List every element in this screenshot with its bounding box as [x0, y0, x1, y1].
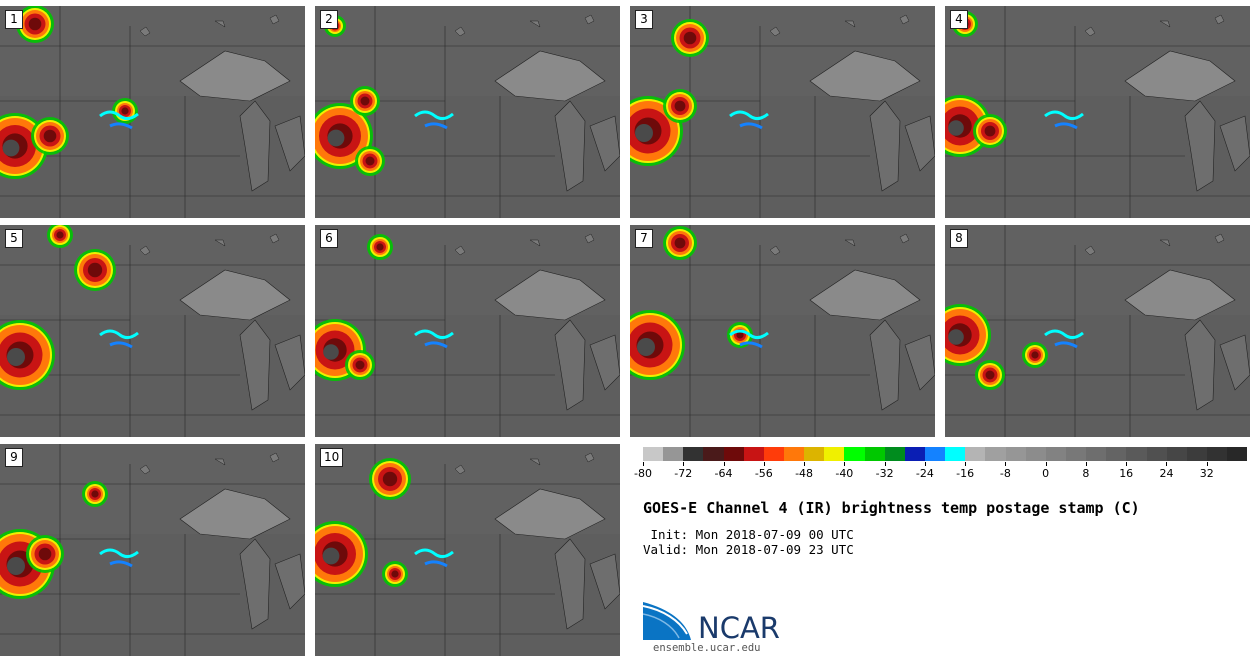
colorbar-tick-label: -80	[634, 467, 652, 480]
colorbar-tick-mark	[844, 462, 846, 466]
panel-number-label: 5	[5, 229, 23, 248]
colorbar-segment	[663, 447, 684, 461]
colorbar-tick-label: -72	[674, 467, 693, 480]
colorbar-segment	[703, 447, 724, 461]
colorbar-tick-label: 16	[1119, 467, 1134, 480]
temperature-colorbar	[643, 447, 1248, 461]
map-panel-9: 9	[0, 444, 305, 656]
colorbar-tick-mark	[1005, 462, 1007, 466]
colorbar-segment	[1166, 447, 1187, 461]
colorbar-segment	[844, 447, 865, 461]
colorbar-segment	[683, 447, 704, 461]
colorbar-segment	[1146, 447, 1167, 461]
ensemble-url: ensemble.ucar.edu	[653, 642, 761, 654]
valid-time: Valid: Mon 2018-07-09 23 UTC	[643, 542, 854, 557]
panel-number-label: 2	[320, 10, 338, 29]
colorbar-tick-label: 8	[1082, 467, 1090, 480]
colorbar-segment	[824, 447, 845, 461]
colorbar-segment	[965, 447, 986, 461]
colorbar-tick-mark	[1045, 462, 1047, 466]
panel-number-label: 8	[950, 229, 968, 248]
colorbar-segment	[864, 447, 885, 461]
colorbar-tick-mark	[723, 462, 725, 466]
colorbar-tick-label: -56	[754, 467, 773, 480]
colorbar-segment	[1045, 447, 1066, 461]
colorbar-tick-mark	[1166, 462, 1168, 466]
colorbar-tick-label: -24	[915, 467, 934, 480]
colorbar-tick-mark	[1085, 462, 1087, 466]
colorbar-tick-label: -8	[999, 467, 1011, 480]
colorbar-tick-mark	[763, 462, 765, 466]
colorbar-segment	[1227, 447, 1248, 461]
map-panel-3: 3	[630, 6, 935, 218]
panel-number-label: 10	[320, 448, 344, 467]
figure-title: GOES-E Channel 4 (IR) brightness temp po…	[643, 499, 1140, 517]
colorbar-tick-mark	[683, 462, 685, 466]
map-panel-7: 7	[630, 225, 935, 437]
colorbar-ticks: -80 -72 -64 -56 -48 -40 -32 -24 -16 -8 0 8 16 24 32	[634, 462, 1247, 482]
colorbar-tick-mark	[924, 462, 926, 466]
colorbar-segment	[1186, 447, 1207, 461]
colorbar-tick-mark	[965, 462, 967, 466]
colorbar-tick-label: -16	[956, 467, 975, 480]
colorbar-tick-label: 32	[1199, 467, 1214, 480]
colorbar-tick-label: -48	[795, 467, 814, 480]
colorbar-segment	[1086, 447, 1107, 461]
colorbar-tick-mark	[804, 462, 806, 466]
map-panel-6: 6	[315, 225, 620, 437]
colorbar-segment	[945, 447, 966, 461]
colorbar-segment	[1206, 447, 1228, 461]
colorbar-segment	[763, 447, 784, 461]
colorbar-segment	[1065, 447, 1087, 461]
colorbar-tick-mark	[1126, 462, 1128, 466]
panel-number-label: 4	[950, 10, 968, 29]
colorbar-segment	[1025, 447, 1046, 461]
colorbar-tick-mark	[884, 462, 886, 466]
map-panel-4: 4	[945, 6, 1250, 218]
ncar-logo-text: NCAR	[698, 611, 780, 645]
colorbar-segment	[723, 447, 744, 461]
colorbar-tick-label: -40	[835, 467, 854, 480]
colorbar-tick-label: 0	[1042, 467, 1050, 480]
colorbar-tick-label: -64	[714, 467, 733, 480]
map-panel-10: 10	[315, 444, 620, 656]
colorbar-segment	[783, 447, 805, 461]
colorbar-tick-label: -32	[875, 467, 894, 480]
colorbar-segment	[924, 447, 946, 461]
colorbar-segment	[804, 447, 825, 461]
colorbar-segment	[884, 447, 905, 461]
colorbar-tick-label: 24	[1159, 467, 1174, 480]
panel-number-label: 3	[635, 10, 653, 29]
panel-number-label: 6	[320, 229, 338, 248]
map-panel-1: 1	[0, 6, 305, 218]
map-panel-5: 5	[0, 225, 305, 437]
colorbar-segment	[1126, 447, 1147, 461]
panel-number-label: 9	[5, 448, 23, 467]
colorbar-tick-mark	[643, 462, 644, 466]
colorbar-segment	[985, 447, 1006, 461]
colorbar-segment	[1005, 447, 1026, 461]
panel-number-label: 1	[5, 10, 23, 29]
map-panel-2: 2	[315, 6, 620, 218]
colorbar-segment	[904, 447, 925, 461]
colorbar-segment	[1106, 447, 1127, 461]
init-time: Init: Mon 2018-07-09 00 UTC	[643, 527, 854, 542]
ncar-logo-icon	[643, 602, 691, 640]
colorbar-segment	[643, 447, 664, 461]
colorbar-segment	[743, 447, 764, 461]
map-panel-8: 8	[945, 225, 1250, 437]
colorbar-tick-mark	[1206, 462, 1208, 466]
panel-number-label: 7	[635, 229, 653, 248]
